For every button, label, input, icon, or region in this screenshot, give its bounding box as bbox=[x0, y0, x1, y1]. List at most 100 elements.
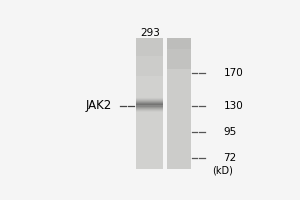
Bar bbox=[167, 80, 191, 82]
Bar bbox=[136, 79, 163, 80]
Bar bbox=[136, 126, 163, 127]
Bar bbox=[136, 156, 163, 157]
Bar bbox=[167, 165, 191, 167]
Bar bbox=[167, 72, 191, 74]
Bar bbox=[167, 129, 191, 131]
Bar bbox=[136, 115, 163, 116]
Bar bbox=[136, 161, 163, 162]
Bar bbox=[136, 102, 163, 103]
Bar bbox=[136, 158, 163, 159]
Bar bbox=[167, 44, 191, 46]
Bar bbox=[136, 67, 163, 68]
Bar bbox=[136, 140, 163, 141]
Bar bbox=[167, 146, 191, 147]
Bar bbox=[167, 71, 191, 72]
Bar bbox=[167, 67, 191, 69]
Bar bbox=[136, 124, 163, 125]
Bar bbox=[167, 138, 191, 139]
Bar bbox=[167, 100, 191, 102]
Text: (kD): (kD) bbox=[212, 165, 233, 175]
Bar bbox=[167, 66, 191, 67]
Bar bbox=[136, 66, 163, 67]
Bar bbox=[136, 42, 163, 43]
Bar bbox=[136, 84, 163, 85]
Bar bbox=[136, 81, 163, 83]
Bar bbox=[136, 72, 163, 73]
Bar bbox=[136, 122, 163, 123]
Bar bbox=[167, 154, 191, 156]
Bar bbox=[167, 115, 191, 116]
Bar bbox=[136, 163, 163, 164]
Bar bbox=[136, 92, 163, 93]
Text: JAK2: JAK2 bbox=[86, 99, 112, 112]
Bar bbox=[167, 143, 191, 144]
Bar bbox=[136, 74, 163, 75]
Bar bbox=[136, 164, 163, 165]
Bar bbox=[136, 111, 163, 112]
Bar bbox=[136, 151, 163, 152]
Bar bbox=[136, 60, 163, 61]
Bar bbox=[136, 61, 163, 62]
Bar bbox=[136, 85, 163, 86]
Bar bbox=[136, 40, 163, 41]
Bar bbox=[136, 83, 163, 84]
Bar bbox=[167, 48, 191, 49]
Bar bbox=[136, 155, 163, 156]
Bar bbox=[167, 89, 191, 90]
Bar bbox=[136, 141, 163, 143]
Bar bbox=[136, 157, 163, 158]
Bar bbox=[136, 95, 163, 96]
Bar bbox=[136, 160, 163, 161]
Bar bbox=[167, 49, 191, 51]
Bar bbox=[136, 99, 163, 100]
Bar bbox=[167, 123, 191, 125]
Bar bbox=[167, 64, 191, 66]
Bar bbox=[136, 45, 163, 47]
Bar bbox=[136, 41, 163, 42]
Bar bbox=[136, 116, 163, 117]
Bar bbox=[136, 90, 163, 91]
Bar bbox=[167, 46, 191, 48]
Bar bbox=[136, 112, 163, 113]
Text: 170: 170 bbox=[224, 68, 243, 78]
Bar bbox=[136, 89, 163, 90]
Bar bbox=[167, 147, 191, 149]
Bar bbox=[167, 51, 191, 53]
Text: 130: 130 bbox=[224, 101, 243, 111]
Bar bbox=[136, 129, 163, 131]
Bar bbox=[136, 48, 163, 49]
Bar bbox=[167, 92, 191, 93]
Bar bbox=[136, 91, 163, 92]
Bar bbox=[136, 53, 163, 54]
Bar bbox=[167, 125, 191, 126]
Bar bbox=[136, 133, 163, 134]
Bar bbox=[167, 151, 191, 152]
Bar bbox=[136, 54, 163, 55]
Bar bbox=[136, 123, 163, 124]
Bar bbox=[136, 73, 163, 74]
Bar bbox=[136, 149, 163, 150]
Bar bbox=[136, 162, 163, 163]
Bar bbox=[136, 98, 163, 99]
Bar bbox=[167, 62, 191, 64]
Bar bbox=[167, 74, 191, 75]
Bar bbox=[136, 110, 163, 111]
Bar bbox=[167, 167, 191, 169]
Bar bbox=[136, 43, 163, 44]
Bar bbox=[136, 103, 163, 104]
Bar bbox=[136, 44, 163, 45]
Bar bbox=[167, 131, 191, 133]
Bar bbox=[167, 139, 191, 141]
Bar bbox=[167, 133, 191, 134]
Bar bbox=[136, 167, 163, 168]
Bar bbox=[136, 57, 163, 59]
Bar bbox=[136, 148, 163, 149]
Bar bbox=[167, 126, 191, 128]
Bar bbox=[136, 96, 163, 97]
Bar bbox=[167, 82, 191, 84]
Bar bbox=[136, 131, 163, 132]
Bar bbox=[136, 145, 163, 146]
Bar bbox=[136, 121, 163, 122]
Bar bbox=[136, 86, 163, 87]
Bar bbox=[136, 104, 163, 105]
